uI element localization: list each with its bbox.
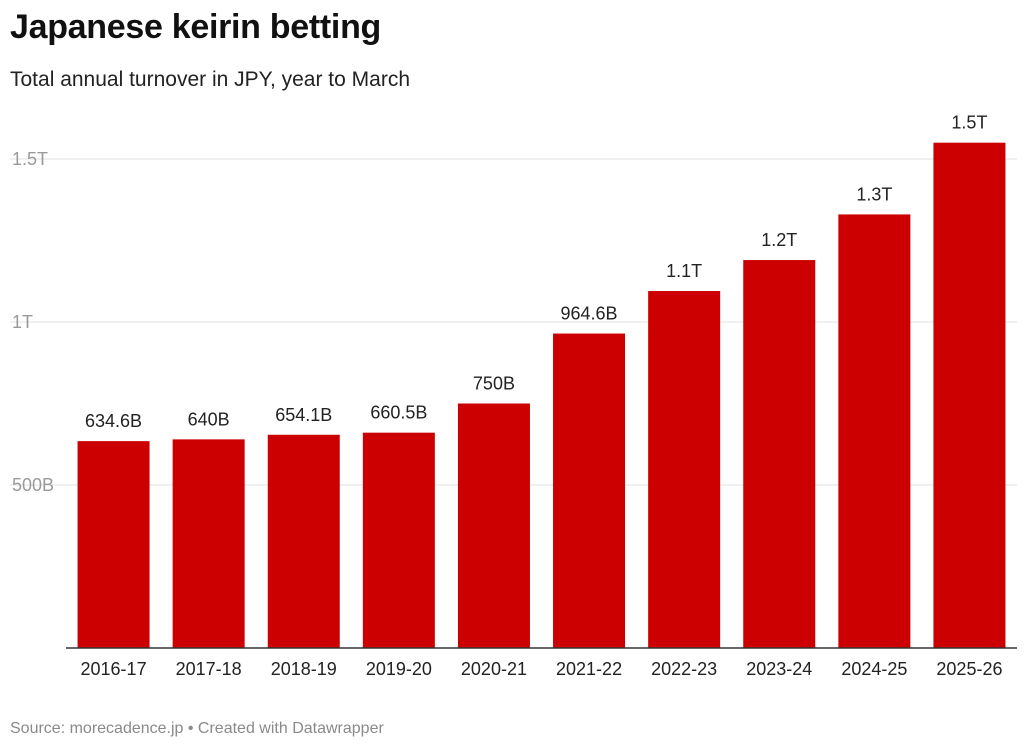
data-label: 1.3T <box>856 184 892 204</box>
data-label: 964.6B <box>561 304 618 324</box>
data-label: 750B <box>473 374 515 394</box>
data-label: 1.1T <box>666 261 702 281</box>
bar-chart: 500B 1T 1.5T 634.6B 640B 654.1B 660.5B 750B 964… <box>10 113 1017 679</box>
bar <box>933 142 1006 648</box>
x-tick-label: 2021-22 <box>556 659 622 679</box>
bar <box>77 441 150 648</box>
source-footer: Source: morecadence.jp • Created with Da… <box>10 720 384 737</box>
x-tick-label: 2023-24 <box>746 659 812 679</box>
chart-subtitle: Total annual turnover in JPY, year to Ma… <box>10 68 410 91</box>
x-tick-label: 2019-20 <box>366 659 432 679</box>
bars <box>77 142 1006 649</box>
bar <box>553 333 626 648</box>
y-tick-label: 1T <box>12 312 33 332</box>
chart-title: Japanese keirin betting <box>10 8 382 46</box>
x-tick-label: 2022-23 <box>651 659 717 679</box>
x-tick-label: 2017-18 <box>176 659 242 679</box>
data-label: 1.2T <box>761 230 797 250</box>
bar <box>267 434 340 648</box>
x-tick-label: 2024-25 <box>841 659 907 679</box>
x-tick-label: 2020-21 <box>461 659 527 679</box>
x-axis: 2016-17 2017-18 2018-19 2019-20 2020-21 2021-… <box>66 647 1017 679</box>
bar <box>838 214 911 649</box>
data-label: 634.6B <box>85 411 142 431</box>
x-tick-label: 2025-26 <box>936 659 1002 679</box>
bar <box>362 432 435 648</box>
data-label: 1.5T <box>951 113 987 133</box>
data-label: 640B <box>188 409 230 429</box>
data-label: 654.1B <box>275 405 332 425</box>
bar <box>457 403 530 648</box>
x-tick-label: 2016-17 <box>81 659 147 679</box>
x-tick-label: 2018-19 <box>271 659 337 679</box>
data-label: 660.5B <box>370 403 427 423</box>
bar <box>172 439 245 648</box>
bar <box>743 260 816 648</box>
y-tick-label: 500B <box>12 475 54 495</box>
y-tick-label: 1.5T <box>12 149 48 169</box>
data-labels: 634.6B 640B 654.1B 660.5B 750B 964.6B 1.1T 1.2T… <box>85 113 987 431</box>
bar <box>648 291 721 648</box>
